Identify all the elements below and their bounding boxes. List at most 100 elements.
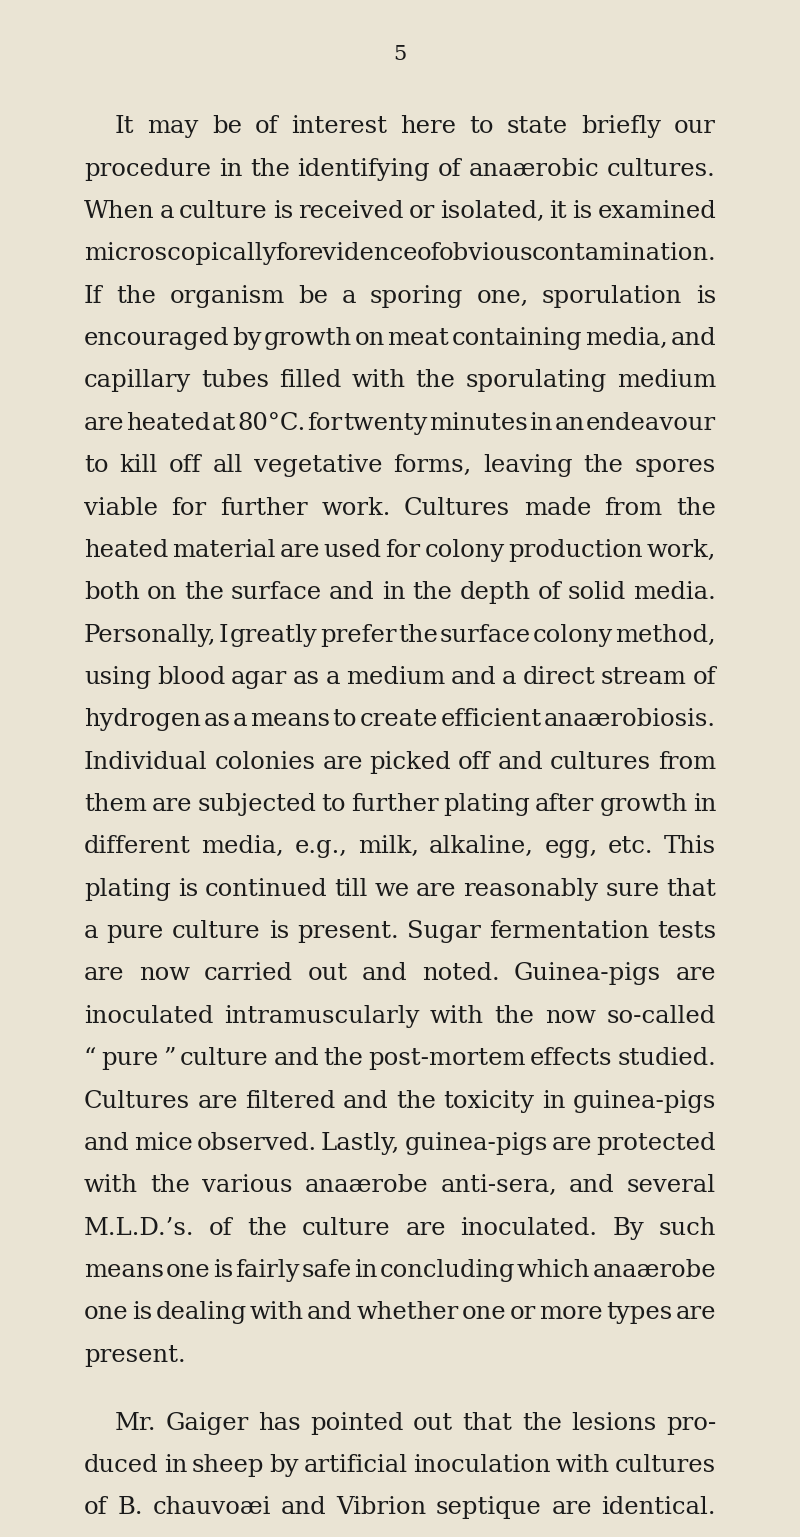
Text: observed.: observed.	[197, 1131, 317, 1154]
Text: evidence: evidence	[309, 243, 418, 266]
Text: of: of	[255, 115, 278, 138]
Text: with: with	[556, 1454, 610, 1477]
Text: that: that	[666, 878, 716, 901]
Text: off: off	[458, 750, 490, 773]
Text: is: is	[572, 200, 592, 223]
Text: filled: filled	[279, 369, 342, 392]
Text: in: in	[164, 1454, 187, 1477]
Text: growth: growth	[599, 793, 688, 816]
Text: inoculation: inoculation	[414, 1454, 551, 1477]
Text: containing: containing	[452, 327, 582, 350]
Text: a: a	[84, 921, 98, 944]
Text: from: from	[658, 750, 716, 773]
Text: stream: stream	[601, 666, 686, 689]
Text: all: all	[213, 453, 242, 476]
Text: further: further	[350, 793, 438, 816]
Text: various: various	[202, 1174, 293, 1197]
Text: with: with	[430, 1005, 484, 1028]
Text: or: or	[409, 200, 434, 223]
Text: forms,: forms,	[394, 453, 472, 476]
Text: fermentation: fermentation	[489, 921, 649, 944]
Text: the: the	[676, 496, 716, 520]
Text: obvious: obvious	[438, 243, 533, 266]
Text: M.L.D.’s.: M.L.D.’s.	[84, 1217, 194, 1240]
Text: When: When	[84, 200, 154, 223]
Text: isolated,: isolated,	[440, 200, 544, 223]
Text: growth: growth	[264, 327, 352, 350]
Text: medium: medium	[346, 666, 445, 689]
Text: of: of	[438, 158, 462, 181]
Text: Lastly,: Lastly,	[321, 1131, 400, 1154]
Text: carried: carried	[204, 962, 294, 985]
Text: a: a	[502, 666, 517, 689]
Text: hydrogen: hydrogen	[84, 709, 201, 732]
Text: kill: kill	[120, 453, 158, 476]
Text: viable: viable	[84, 496, 158, 520]
Text: our: our	[674, 115, 716, 138]
Text: Gaiger: Gaiger	[166, 1411, 249, 1434]
Text: means: means	[250, 709, 330, 732]
Text: heated: heated	[84, 539, 168, 563]
Text: and: and	[330, 581, 375, 604]
Text: spores: spores	[634, 453, 716, 476]
Text: anaærobiosis.: anaærobiosis.	[544, 709, 716, 732]
Text: sporulating: sporulating	[466, 369, 606, 392]
Text: in: in	[382, 581, 406, 604]
Text: with: with	[84, 1174, 138, 1197]
Text: are: are	[675, 1302, 716, 1325]
Text: on: on	[147, 581, 177, 604]
Text: of: of	[84, 1496, 107, 1519]
Text: means: means	[84, 1259, 164, 1282]
Text: sporing: sporing	[370, 284, 463, 307]
Text: the: the	[323, 1047, 363, 1070]
Text: the: the	[116, 284, 156, 307]
Text: the: the	[412, 581, 452, 604]
Text: septique: septique	[436, 1496, 542, 1519]
Text: culture: culture	[172, 921, 261, 944]
Text: plating: plating	[443, 793, 530, 816]
Text: here: here	[401, 115, 457, 138]
Text: with: with	[351, 369, 406, 392]
Text: colony: colony	[424, 539, 505, 563]
Text: is: is	[696, 284, 716, 307]
Text: that: that	[462, 1411, 513, 1434]
Text: is: is	[273, 200, 293, 223]
Text: anaærobic: anaærobic	[469, 158, 599, 181]
Text: out: out	[307, 962, 348, 985]
Text: are: are	[279, 539, 320, 563]
Text: for: for	[171, 496, 206, 520]
Text: culture: culture	[179, 200, 268, 223]
Text: anti-sera,: anti-sera,	[440, 1174, 557, 1197]
Text: out: out	[413, 1411, 454, 1434]
Text: ”: ”	[163, 1047, 175, 1070]
Text: organism: organism	[170, 284, 285, 307]
Text: milk,: milk,	[358, 836, 418, 858]
Text: sheep: sheep	[192, 1454, 265, 1477]
Text: whether: whether	[356, 1302, 458, 1325]
Text: sure: sure	[606, 878, 659, 901]
Text: Personally,: Personally,	[84, 624, 217, 647]
Text: be: be	[298, 284, 328, 307]
Text: further: further	[220, 496, 308, 520]
Text: the: the	[184, 581, 224, 604]
Text: colony: colony	[533, 624, 614, 647]
Text: and: and	[274, 1047, 319, 1070]
Text: it: it	[550, 200, 567, 223]
Text: culture: culture	[302, 1217, 390, 1240]
Text: pure: pure	[106, 921, 164, 944]
Text: are: are	[152, 793, 192, 816]
Text: contamination.: contamination.	[531, 243, 716, 266]
Text: to: to	[84, 453, 109, 476]
Text: heated: heated	[126, 412, 210, 435]
Text: or: or	[510, 1302, 536, 1325]
Text: of: of	[416, 243, 440, 266]
Text: so-called: so-called	[606, 1005, 716, 1028]
Text: in: in	[693, 793, 716, 816]
Text: etc.: etc.	[608, 836, 654, 858]
Text: one: one	[84, 1302, 129, 1325]
Text: alkaline,: alkaline,	[429, 836, 534, 858]
Text: made: made	[524, 496, 591, 520]
Text: Vibrion: Vibrion	[336, 1496, 426, 1519]
Text: create: create	[359, 709, 438, 732]
Text: such: such	[658, 1217, 716, 1240]
